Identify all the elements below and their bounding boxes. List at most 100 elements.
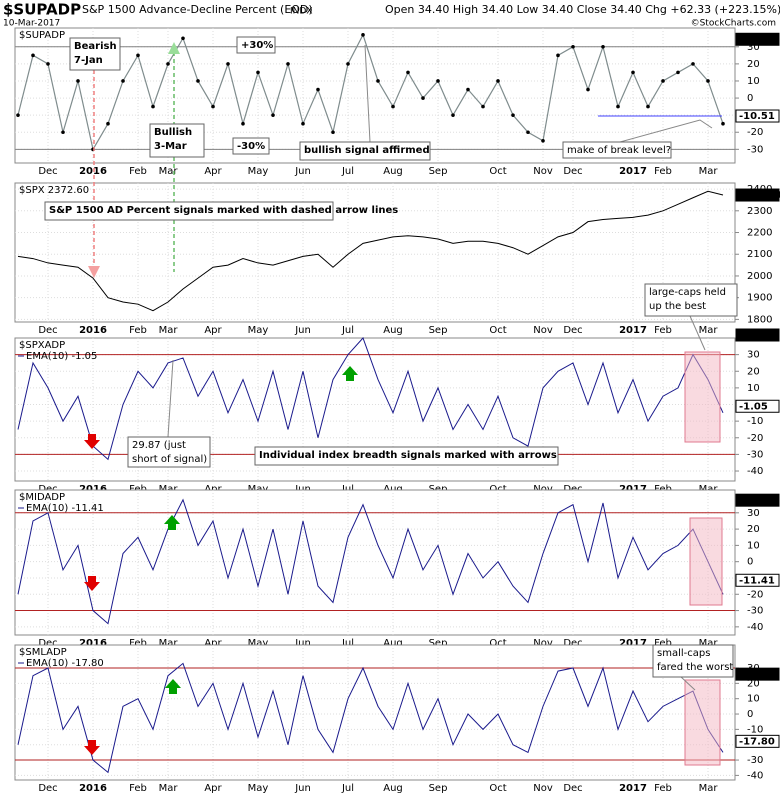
x-tick-label: Jun — [294, 166, 311, 177]
x-tick-label: Jul — [341, 166, 354, 177]
data-point — [496, 79, 500, 83]
x-tick-label: May — [248, 638, 269, 649]
value-tag — [735, 109, 780, 123]
value-tag-label: -11.41 — [739, 575, 775, 586]
data-point — [301, 121, 305, 126]
x-tick-label: 2017 — [619, 166, 647, 177]
annotation-text: Individual index breadth signals marked … — [259, 450, 557, 461]
legend-entry: $MIDADP — [19, 492, 65, 503]
data-point — [106, 121, 110, 126]
annotation-text: make of break level? — [567, 145, 671, 156]
x-tick-label: Jun — [294, 638, 311, 649]
annotation-box — [69, 37, 121, 71]
value-tag-label: -10.51 — [739, 111, 775, 122]
y-tick-label: 20 — [747, 366, 760, 377]
signal-arrow — [168, 42, 180, 54]
annotation-text: fared the worst — [657, 662, 733, 673]
x-tick-label: Jul — [341, 638, 354, 649]
up-arrow — [164, 515, 180, 530]
annotation-box — [236, 36, 276, 54]
y-tick-label: -30 — [747, 606, 763, 617]
data-point — [451, 113, 455, 117]
data-point — [286, 62, 290, 66]
x-tick-label: Dec — [563, 166, 582, 177]
x-tick-label: Oct — [489, 166, 506, 177]
legend-entry: $SPXADP — [19, 340, 65, 351]
data-point — [61, 130, 65, 135]
data-point — [391, 104, 395, 109]
annotation-text: short of signal) — [132, 454, 207, 465]
data-point — [691, 62, 695, 66]
x-tick-label: 2016 — [79, 325, 107, 336]
data-point — [136, 53, 140, 58]
x-tick-label: Sep — [429, 325, 448, 336]
value-tag — [735, 32, 780, 46]
x-tick-label: Sep — [429, 166, 448, 177]
value-tag-label: 34.40 — [739, 34, 771, 45]
data-point — [436, 79, 440, 83]
data-point — [676, 70, 680, 75]
legend-entry: $SPX 2372.60 — [19, 185, 89, 196]
y-tick-label: 30 — [747, 508, 760, 519]
annotation-box — [44, 201, 334, 221]
annotation-text: bullish signal affirmed — [304, 145, 430, 156]
quote: Open 34.40 High 34.40 Low 34.40 Close 34… — [385, 3, 780, 16]
value-tag — [735, 573, 780, 587]
x-tick-label: Mar — [159, 783, 179, 794]
x-tick-label: Mar — [159, 325, 179, 336]
x-tick-label: Mar — [159, 166, 179, 177]
annotations: Bearish 7-Jan +30% Bullish 3-Mar -30% bullish … — [44, 36, 738, 678]
x-tick-label: 2016 — [79, 783, 107, 794]
data-point — [706, 79, 710, 83]
y-tick-label: 2300 — [747, 206, 772, 217]
x-tick-label: Dec — [38, 325, 57, 336]
y-tick-label: 2200 — [747, 228, 772, 239]
data-point — [76, 79, 80, 83]
x-tick-label: Mar — [699, 783, 719, 794]
x-tick-label: Feb — [129, 783, 147, 794]
value-tag — [735, 188, 780, 202]
y-tick-label: -20 — [747, 127, 763, 138]
y-tick-label: 0 — [747, 557, 753, 568]
legend-entry: EMA(10) -1.05 — [26, 351, 97, 362]
x-tick-label: Apr — [204, 638, 222, 649]
x-tick-label: Jul — [341, 325, 354, 336]
annotation-box — [562, 141, 672, 159]
y-tick-label: -20 — [747, 589, 763, 600]
data-point — [556, 53, 560, 58]
data-point — [586, 87, 590, 92]
x-tick-label: Dec — [563, 638, 582, 649]
y-tick-label: -30 — [747, 144, 763, 155]
x-tick-label: 2017 — [619, 638, 647, 649]
data-point — [121, 79, 125, 83]
y-tick-label: -40 — [747, 622, 763, 633]
annotation-text: large-caps held — [649, 287, 726, 298]
x-tick-label: Jul — [341, 783, 354, 794]
x-tick-label: Mar — [699, 325, 719, 336]
value-tag-label: -17.80 — [739, 736, 775, 747]
x-tick-label: Jun — [294, 325, 311, 336]
x-tick-label: Apr — [204, 325, 222, 336]
legend-entry: EMA(10) -11.41 — [26, 503, 104, 514]
legend-entry: EMA(10) -17.80 — [26, 658, 104, 669]
x-tick-label: May — [248, 166, 269, 177]
x-tick-label: Feb — [129, 638, 147, 649]
value-tag-label: -1.05 — [739, 401, 768, 412]
data-point — [346, 62, 350, 66]
y-tick-label: 1900 — [747, 293, 772, 304]
data-point — [316, 87, 320, 92]
x-tick-label: Dec — [38, 783, 57, 794]
annotation-text: 3-Mar — [154, 141, 187, 152]
x-tick-label: Oct — [489, 638, 506, 649]
data-point — [361, 33, 365, 37]
x-tick-label: Mar — [699, 166, 719, 177]
y-tick-label: 0 — [747, 93, 753, 104]
x-tick-label: May — [248, 325, 269, 336]
value-tag — [735, 734, 780, 748]
y-tick-label: -20 — [747, 433, 763, 444]
y-tick-label: 1800 — [747, 314, 772, 325]
annotation-box — [299, 141, 431, 161]
y-tick-label: -10 — [747, 724, 763, 735]
callout — [689, 315, 706, 351]
annotation-box — [644, 283, 738, 317]
